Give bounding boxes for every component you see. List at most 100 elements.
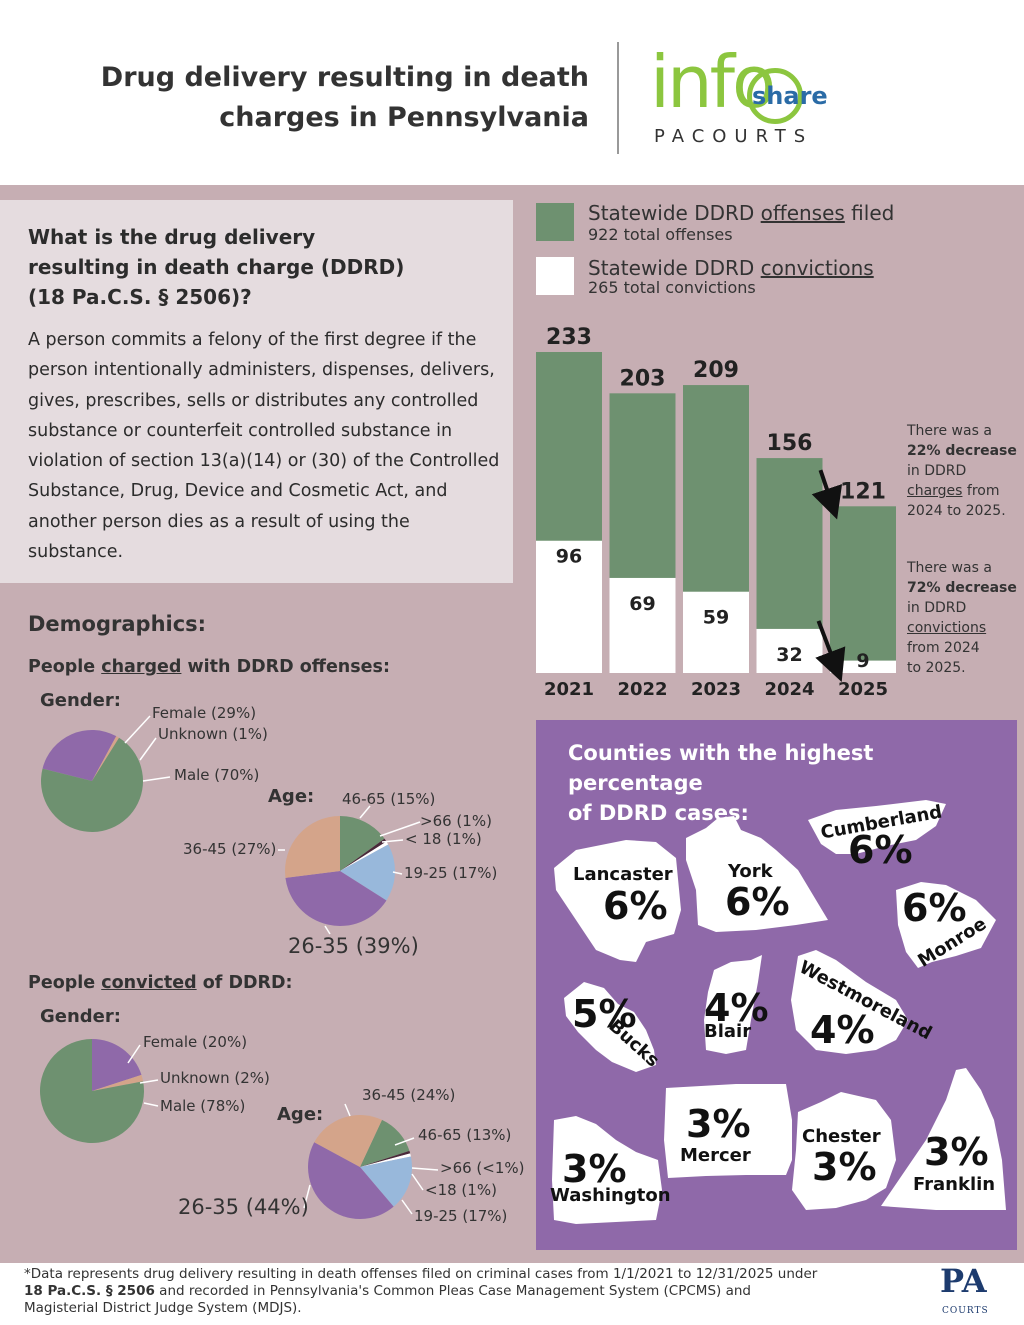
- charges-note-line-1: There was a: [907, 423, 992, 439]
- charged-gender-label: Gender:: [40, 690, 121, 711]
- county-lancaster-pct: 6%: [603, 884, 668, 928]
- charged-gender-pie-slice-1: [92, 736, 120, 781]
- franklin-shape: [881, 1068, 1006, 1210]
- convicted-age-26-35-label: 26-35 (44%): [178, 1195, 309, 1219]
- blair-shape: [704, 955, 762, 1054]
- logo-ring-icon: [747, 68, 803, 124]
- logo-pacourts-text: PACOURTS: [654, 126, 814, 147]
- monroe-shape: [896, 882, 996, 968]
- charged-prefix: People: [28, 657, 102, 677]
- counties-title-line-1: Counties with the highest percentage: [568, 741, 874, 795]
- convicted-age-pie-slice-0: [360, 1119, 410, 1167]
- convictions-bar-2024: [756, 628, 823, 673]
- definition-text: A person commits a felony of the first d…: [28, 330, 500, 563]
- charged-gender-unknown-label: Unknown (1%): [158, 725, 268, 743]
- charged-age-18-label: < 18 (1%): [405, 830, 482, 848]
- washington-shape: [552, 1116, 662, 1224]
- leader-charged-46-65: [359, 805, 371, 819]
- footer-note: *Data represents drug delivery resulting…: [24, 1266, 904, 1317]
- x-tick-2024: 2024: [764, 679, 814, 700]
- legend-offenses-title: Statewide DDRD offenses filed: [588, 201, 894, 225]
- leader-convicted-26-35: [303, 1184, 311, 1209]
- county-shapes: [552, 800, 1006, 1224]
- county-york-name: York: [728, 861, 773, 882]
- charged-age-pie-slice-3: [340, 844, 395, 901]
- lancaster-shape: [554, 840, 681, 962]
- header: Drug delivery resulting in death charges…: [0, 0, 1024, 185]
- x-tick-2023: 2023: [691, 679, 741, 700]
- x-tick-2021: 2021: [544, 679, 594, 700]
- offenses-value-2025: 121: [840, 479, 886, 504]
- leader-convicted-36-45: [344, 1103, 351, 1117]
- leader-charged-66: [379, 821, 421, 837]
- footer-statute: 18 Pa.C.S. § 2506: [24, 1283, 155, 1299]
- charged-age-pie-slice-1: [340, 838, 387, 871]
- page-title: Drug delivery resulting in death charges…: [69, 58, 589, 138]
- leader-convicted-66: [411, 1167, 439, 1171]
- x-tick-2022: 2022: [617, 679, 667, 700]
- conv-note-line-3: in DDRD: [907, 600, 967, 616]
- leader-convicted-46-65: [394, 1137, 415, 1146]
- charged-heading: People charged with DDRD offenses:: [28, 657, 390, 677]
- charged-age-19-25-label: 19-25 (17%): [404, 864, 498, 882]
- convictions-bar-2023: [683, 591, 749, 673]
- charged-age-label: Age:: [268, 786, 315, 807]
- footer-line-2: and recorded in Pennsylvania's Common Pl…: [154, 1283, 751, 1299]
- convicted-age-pie-slice-3: [360, 1156, 412, 1207]
- offenses-value-2024: 156: [767, 431, 813, 456]
- legend-offenses-suffix: filed: [844, 201, 895, 225]
- convicted-gender-unknown-label: Unknown (2%): [160, 1069, 270, 1087]
- infoshare-logo: info share PACOURTS: [650, 40, 850, 160]
- leader-convicted-unknown: [139, 1079, 159, 1084]
- charges-decrease-arrow: [811, 469, 843, 520]
- conv-note-line-5: from 2024: [907, 640, 980, 656]
- convicted-age-46-65-label: 46-65 (13%): [418, 1126, 512, 1144]
- convictions-bar-2021: [536, 540, 602, 673]
- logo-info-text: info: [650, 40, 776, 124]
- ddrd-bar-chart: 233 96 2021 203 69 2022 209 59 2023 156 32 2024 121 9…: [536, 325, 896, 700]
- convicted-word: convicted: [101, 973, 197, 993]
- york-shape: [686, 816, 828, 932]
- convicted-age-pie-slice-1: [360, 1150, 411, 1167]
- county-chester-pct: 3%: [812, 1145, 877, 1189]
- convicted-age-label: Age:: [277, 1104, 324, 1125]
- definition-question-line-2: resulting in death charge (DDRD): [28, 255, 405, 279]
- county-bucks-pct: 5%: [572, 992, 637, 1036]
- county-lancaster-name: Lancaster: [573, 864, 673, 885]
- convictions-decrease-arrow: [815, 620, 846, 682]
- legend-offenses-word: offenses: [760, 201, 845, 225]
- county-blair-pct: 4%: [704, 986, 769, 1030]
- charged-gender-pie-slice-2: [40, 737, 143, 832]
- footer-line-1: *Data represents drug delivery resulting…: [24, 1266, 818, 1282]
- legend-convictions-swatch: [536, 257, 574, 295]
- convictions-value-2023: 59: [703, 607, 729, 629]
- conv-note-line-6: to 2025.: [907, 660, 966, 676]
- county-washington-pct: 3%: [562, 1147, 627, 1191]
- charged-age-pie-slice-5: [285, 816, 340, 878]
- definition-box: [0, 200, 513, 583]
- convicted-gender-female-label: Female (20%): [143, 1033, 248, 1051]
- legend-offenses-total: 922 total offenses: [588, 225, 733, 244]
- county-franklin-name: Franklin: [913, 1174, 996, 1195]
- offenses-value-2023: 209: [693, 358, 739, 383]
- offenses-bar-2025: [830, 506, 896, 673]
- x-tick-2025: 2025: [838, 679, 888, 700]
- county-washington-name: Washington: [550, 1185, 671, 1206]
- charges-note-percent: 22% decrease: [907, 443, 1017, 459]
- leader-convicted-female: [127, 1044, 141, 1064]
- legend-offenses-swatch: [536, 203, 574, 241]
- westmoreland-shape: [791, 950, 908, 1054]
- leader-convicted-18: [411, 1173, 424, 1191]
- convicted-age-18-label: <18 (1%): [425, 1181, 497, 1199]
- charges-decrease-note: There was a 22% decrease in DDRD charges…: [907, 421, 1017, 521]
- county-mercer-pct: 3%: [686, 1102, 751, 1146]
- legend-convictions-word: convictions: [760, 256, 874, 280]
- county-york-pct: 6%: [725, 880, 790, 924]
- leader-charged-female: [124, 715, 151, 744]
- pa-logo-courts: COURTS: [942, 1306, 989, 1316]
- charged-age-26-35-label: 26-35 (39%): [288, 934, 419, 958]
- definition-question: What is the drug delivery resulting in d…: [28, 222, 488, 312]
- demographic-pie-charts: [39, 715, 439, 1220]
- convictions-bar-2025: [830, 660, 896, 673]
- footer-line-3: Magisterial District Judge System (MDJS)…: [24, 1300, 302, 1316]
